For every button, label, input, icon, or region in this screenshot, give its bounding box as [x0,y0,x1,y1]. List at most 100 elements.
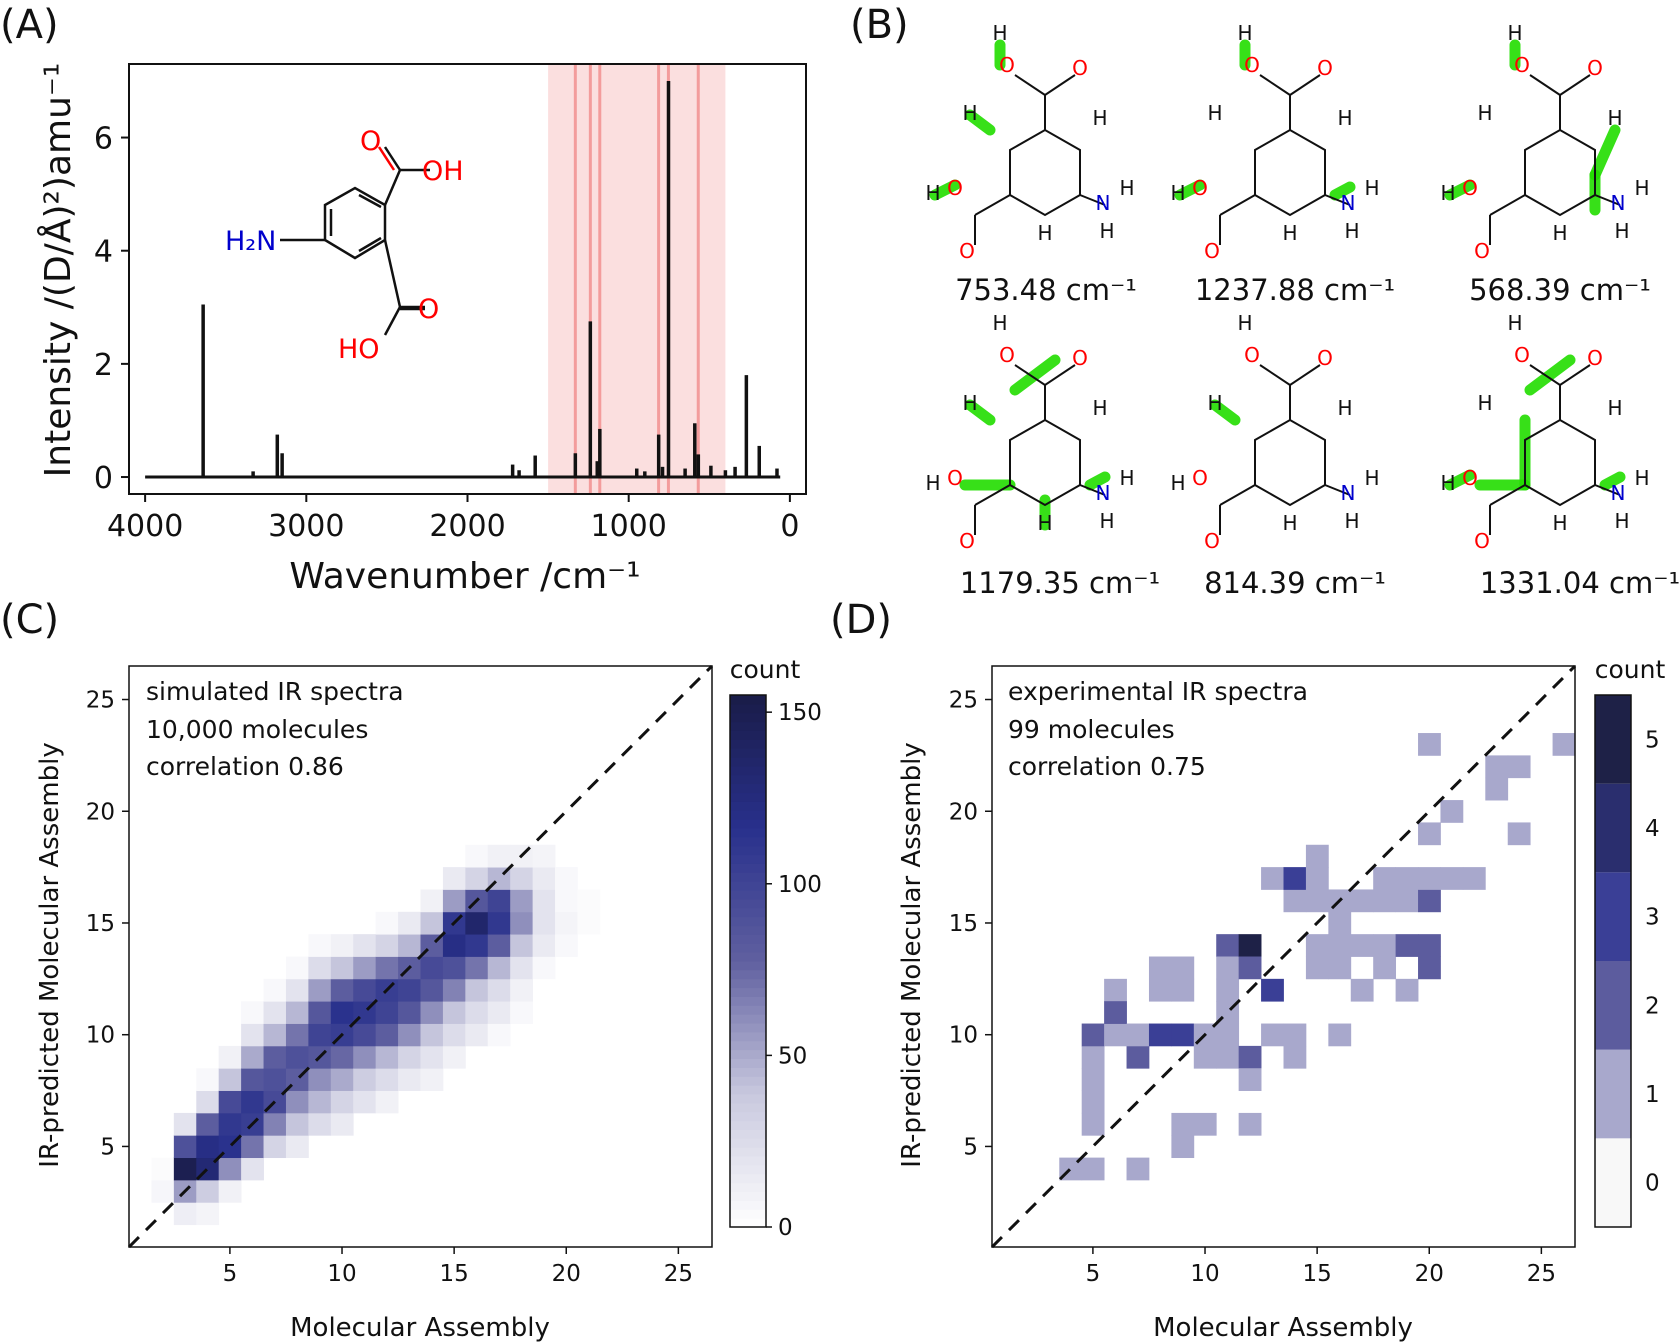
colorbar-step-19 [730,1049,766,1060]
simulated-frame [128,665,713,1248]
colorbar-step-32 [730,934,766,944]
mode-bond-n [1324,484,1351,496]
heatmap-cell-112 [465,934,489,957]
heatmap-cell-7 [1081,1023,1105,1047]
heatmap-cell-38 [285,1135,309,1159]
heatmap-cell-26 [241,1068,264,1091]
xtick-label-4: 25 [1527,1261,1556,1287]
mode-atom-6: H [1170,471,1185,495]
heatmap-cell-73 [375,1090,399,1114]
colorbar-step-8 [730,1147,766,1157]
colorbar-step-2 [730,1200,766,1210]
mode-highlight-1 [1009,354,1061,396]
colorbar-tick-3: 3 [1645,905,1660,931]
experimental-annotation-1: experimental IR spectra [1008,677,1308,706]
simulated-heatmap-cells [151,844,601,1226]
mode-atom-5: H [1607,396,1622,420]
mode-bond-coh [1529,364,1561,386]
xtick-label-0: 5 [223,1261,238,1287]
heatmap-cell-68 [353,1023,377,1047]
heatmap-cell-110 [465,978,489,1002]
spectrum-ytick-label-2: 4 [94,235,113,270]
simulated-annotation-1: simulated IR spectra [146,677,404,706]
mode-atom-4: H [1207,101,1222,125]
heatmap-cell-135 [532,934,556,957]
heatmap-cell-14 [1148,1023,1172,1047]
simulated-xlabel: Molecular Assembly [290,1313,550,1343]
heatmap-cell-13 [1126,1023,1150,1047]
heatmap-cell-56 [330,1112,354,1136]
colorbar-step-43 [730,836,766,847]
mode-atom-6: H [925,471,940,495]
heatmap-cell-54 [1350,978,1374,1002]
heatmap-cell-90 [420,1068,444,1091]
heatmap-cell-68 [1418,822,1441,846]
heatmap-cell-71 [353,956,377,980]
colorbar-tick-1: 1 [1645,1082,1660,1108]
heatmap-cell-34 [263,1045,287,1069]
heatmap-cell-48 [308,1090,332,1114]
ytick-label-0: 5 [100,1134,115,1160]
heatmap-cell-70 [1440,867,1464,890]
mode-atom-1: H [992,21,1007,45]
panel-label-a: (A) [0,2,59,48]
mode-atom-9: H [1552,511,1567,535]
colorbar-tick-1: 50 [778,1043,807,1069]
mode-atom-9: H [1037,511,1052,535]
heatmap-cell-59 [1373,934,1397,957]
heatmap-cell-141 [555,911,578,935]
mode-bond-left [1219,194,1256,216]
colorbar-tick-4: 4 [1645,816,1660,842]
mode-bond-left [974,194,1011,216]
mode-atom-8: O [1474,239,1490,263]
heatmap-cell-92 [420,1023,444,1047]
mode-atom-4: H [1477,391,1492,415]
experimental-ticks: 5 10 15 20 25 5 10 15 20 25 [949,688,1556,1287]
colorbar-step-1 [730,1209,766,1219]
heatmap-cell-63 [1395,867,1419,890]
mode-bond-co [1044,74,1076,96]
mode-bond-left [1489,484,1526,506]
mode-ring [1009,418,1081,507]
heatmap-cell-53 [1350,889,1374,913]
mode-bond-co [1559,74,1591,96]
heatmap-cell-5 [1081,1068,1105,1091]
mode-frequency-1: 753.48 cm⁻¹ [955,273,1137,307]
heatmap-cell-63 [330,956,354,980]
ytick-label-0: 5 [963,1134,978,1160]
colorbar-step-37 [730,890,766,900]
colorbar-segment-0 [1595,1138,1631,1227]
colorbar-segment-2 [1595,961,1631,1050]
colorbar-step-50 [730,774,766,785]
mode-bond-coh [1259,74,1291,96]
heatmap-cell-54 [308,956,332,980]
spectrum-xlabel: Wavenumber /cm⁻¹ [289,556,640,597]
mode-atom-11: H [1119,466,1134,490]
mode-atom-1: H [1507,311,1522,335]
colorbar-step-14 [730,1094,766,1104]
heatmap-cell-58 [330,1068,354,1091]
heatmap-cell-2 [1081,1157,1105,1181]
heatmap-cell-95 [420,956,444,980]
colorbar-step-16 [730,1076,766,1086]
colorbar-step-12 [730,1111,766,1122]
mode-atom-12: H [1614,219,1629,243]
mode-atom-7: O [1462,466,1478,490]
colorbar-tick-5: 5 [1645,727,1660,753]
colorbar-step-4 [730,1182,766,1193]
colorbar-step-3 [730,1191,766,1201]
ytick-label-1: 10 [86,1023,115,1049]
spectrum-ytick-label-1: 2 [94,348,113,383]
heatmap-cell-64 [330,934,354,957]
colorbar-step-13 [730,1102,766,1113]
colorbar-step-18 [730,1058,766,1068]
mode-bond-co [1289,364,1321,386]
colorbar-step-10 [730,1129,766,1139]
heatmap-cell-136 [532,911,556,935]
experimental-diagonal [990,664,1577,1249]
heatmap-cell-28 [1216,978,1240,1002]
heatmap-cell-33 [263,1068,287,1091]
heatmap-cell-75 [1507,755,1531,779]
heatmap-cell-137 [532,889,556,913]
colorbar-tick-0: 0 [778,1215,793,1241]
